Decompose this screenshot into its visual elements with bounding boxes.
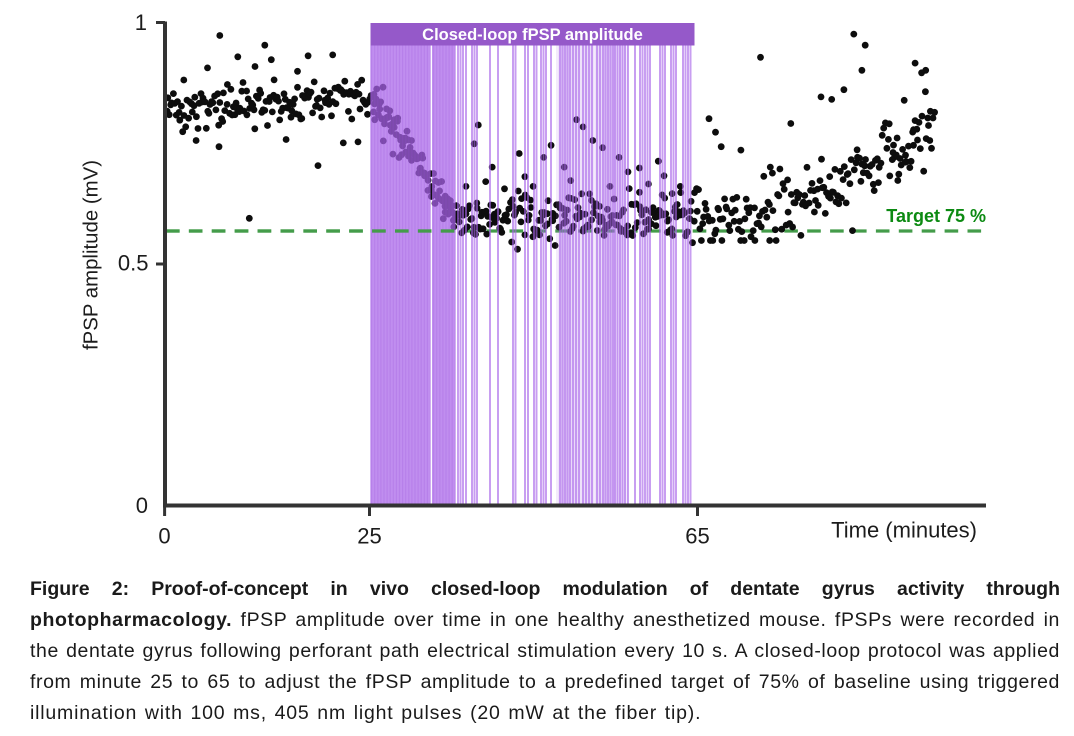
svg-text:Time (minutes): Time (minutes) — [831, 518, 977, 543]
svg-text:0.5: 0.5 — [118, 251, 149, 276]
svg-text:1: 1 — [135, 10, 147, 35]
svg-text:0: 0 — [136, 493, 148, 518]
svg-text:0: 0 — [158, 524, 170, 549]
svg-text:fPSP amplitude (mV): fPSP amplitude (mV) — [81, 160, 103, 350]
svg-text:25: 25 — [357, 524, 381, 549]
svg-text:Closed-loop fPSP amplitude: Closed-loop fPSP amplitude — [422, 26, 643, 44]
svg-text:Target 75 %: Target 75 % — [886, 206, 986, 226]
svg-text:65: 65 — [685, 524, 709, 549]
